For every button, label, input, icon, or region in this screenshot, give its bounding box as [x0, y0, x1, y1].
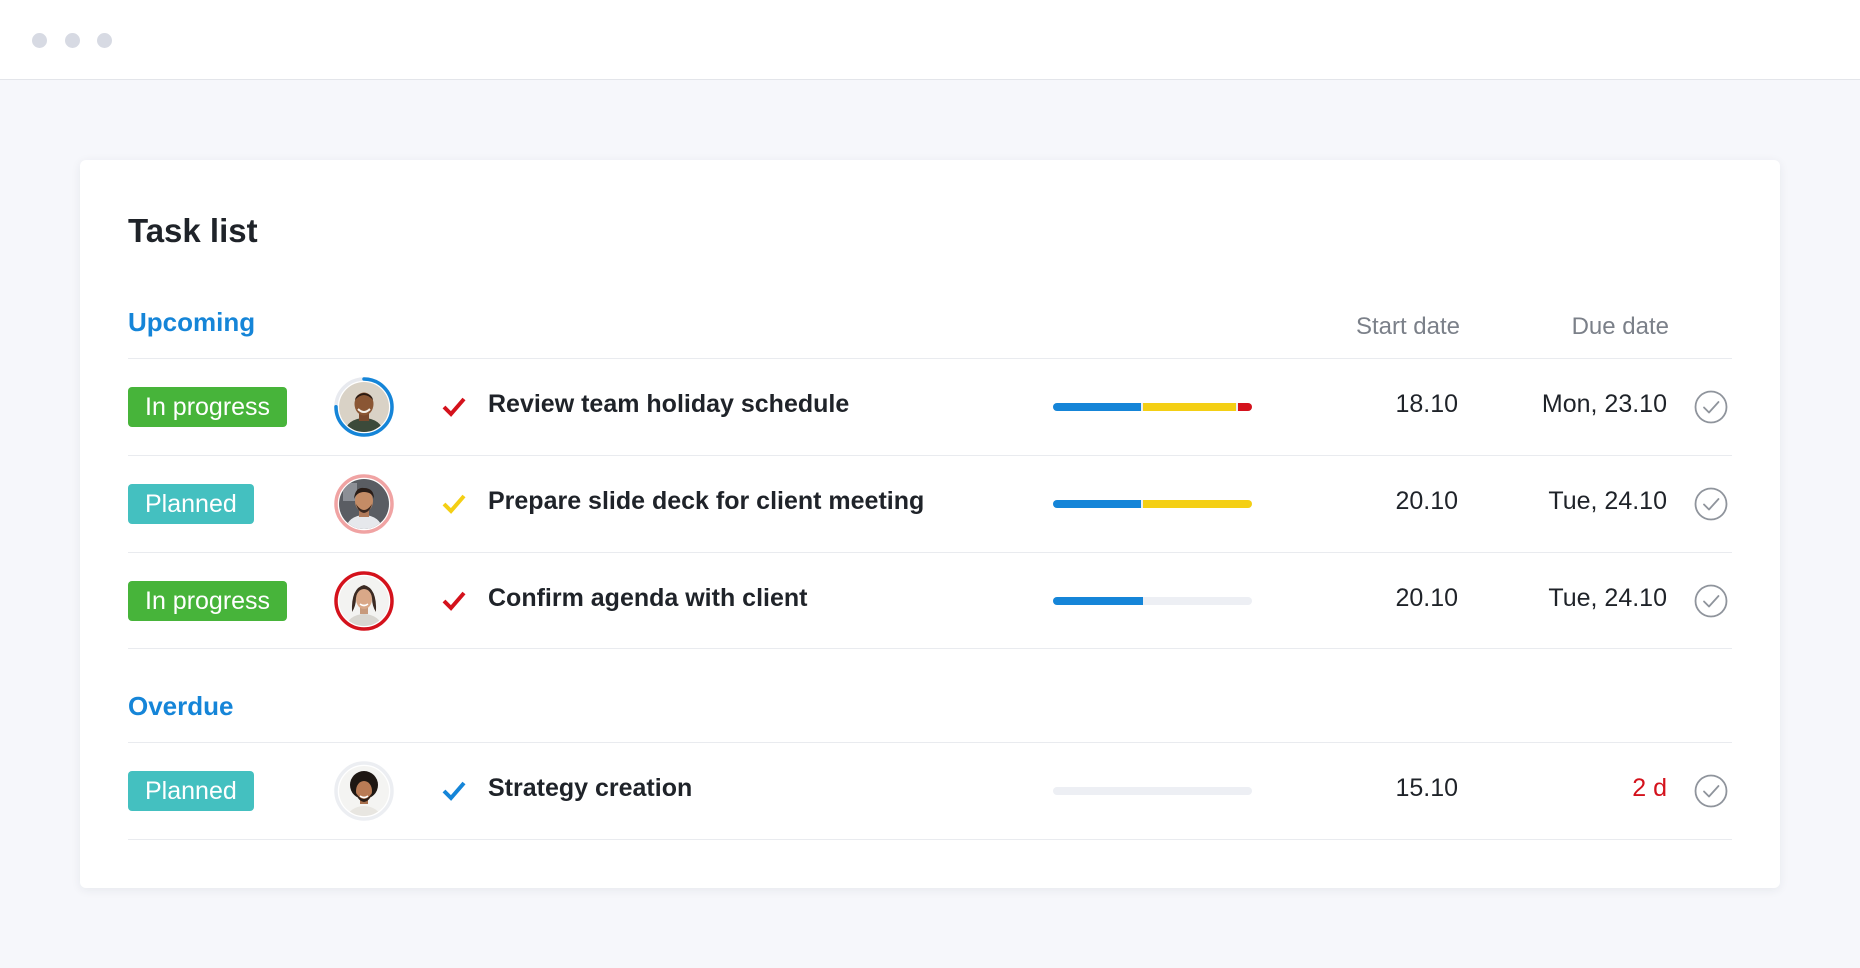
divider — [128, 742, 1732, 743]
assignee-avatar[interactable] — [333, 760, 395, 822]
start-date: 20.10 — [1395, 487, 1458, 515]
section-title-overdue: Overdue — [128, 691, 234, 721]
status-badge[interactable]: Planned — [128, 771, 254, 811]
progress-segment — [1053, 597, 1143, 605]
task-progress-bar — [1053, 500, 1252, 508]
start-date: 20.10 — [1395, 584, 1458, 612]
progress-segment — [1053, 403, 1141, 411]
window-dot-icon — [97, 33, 112, 48]
task-row[interactable]: In progress Review team holiday schedul — [128, 359, 1732, 455]
avatar-ring — [334, 761, 394, 821]
progress-segment — [1142, 500, 1252, 508]
task-list-card: Task list Upcoming Start date Due date I… — [80, 160, 1780, 888]
task-name[interactable]: Prepare slide deck for client meeting — [488, 487, 925, 515]
priority-high-icon — [442, 397, 466, 417]
task-name[interactable]: Strategy creation — [488, 774, 693, 802]
assignee-avatar[interactable] — [333, 473, 395, 535]
task-progress-bar — [1053, 597, 1252, 605]
avatar — [339, 766, 389, 816]
section-title-upcoming: Upcoming — [128, 307, 256, 337]
column-header-due-date: Due date — [1571, 313, 1669, 340]
due-date: Tue, 24.10 — [1548, 487, 1667, 515]
page-title: Task list — [128, 212, 258, 249]
complete-task-check-icon[interactable] — [1694, 487, 1728, 521]
assignee-avatar[interactable] — [333, 570, 395, 632]
task-row[interactable]: Planned Strategy creation 15 — [128, 743, 1732, 839]
avatar-progress-ring — [334, 377, 394, 437]
task-row[interactable]: Planned Prepare slide deck for client — [128, 456, 1732, 552]
start-date: 15.10 — [1395, 774, 1458, 802]
divider — [128, 648, 1732, 649]
divider — [128, 455, 1732, 456]
avatar — [339, 576, 389, 626]
complete-task-check-icon[interactable] — [1694, 584, 1728, 618]
status-badge[interactable]: In progress — [128, 581, 288, 621]
progress-segment — [1142, 403, 1237, 411]
status-badge[interactable]: In progress — [128, 387, 288, 427]
progress-segment — [1238, 403, 1252, 411]
priority-medium-icon — [442, 494, 466, 514]
avatar-ring — [334, 474, 394, 534]
task-name[interactable]: Confirm agenda with client — [488, 584, 808, 612]
window-dot-icon — [65, 33, 80, 48]
divider — [128, 839, 1732, 840]
avatar-ring — [334, 571, 394, 631]
priority-high-icon — [442, 591, 466, 611]
avatar — [339, 382, 389, 432]
start-date: 18.10 — [1395, 390, 1458, 418]
task-progress-bar — [1053, 403, 1252, 411]
due-date: Mon, 23.10 — [1541, 390, 1667, 418]
priority-low-icon — [442, 781, 466, 801]
complete-task-check-icon[interactable] — [1694, 390, 1728, 424]
avatar — [339, 479, 389, 529]
divider — [128, 358, 1732, 359]
task-progress-bar — [1053, 787, 1252, 795]
due-date-overdue: 2 d — [1632, 774, 1667, 802]
task-row[interactable]: In progress Confirm agenda with client — [128, 553, 1732, 649]
progress-segment — [1053, 500, 1141, 508]
window-title-bar — [0, 0, 1860, 80]
column-header-start-date: Start date — [1355, 313, 1460, 340]
window-dot-icon — [32, 33, 47, 48]
due-date: Tue, 24.10 — [1548, 584, 1667, 612]
assignee-avatar[interactable] — [333, 376, 395, 438]
complete-task-check-icon[interactable] — [1694, 774, 1728, 808]
divider — [128, 552, 1732, 553]
task-name[interactable]: Review team holiday schedule — [488, 390, 850, 418]
status-badge[interactable]: Planned — [128, 484, 254, 524]
